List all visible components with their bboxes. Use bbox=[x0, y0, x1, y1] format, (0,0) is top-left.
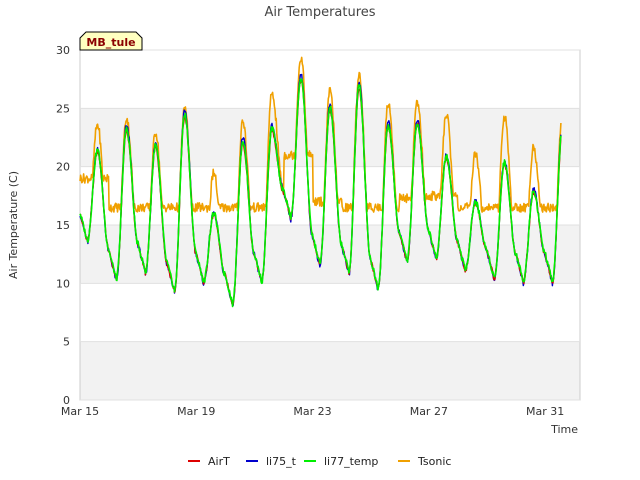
y-tick-label: 30 bbox=[56, 44, 70, 57]
legend-label: AirT bbox=[208, 455, 230, 468]
y-tick-label: 10 bbox=[56, 277, 70, 290]
chart-title: Air Temperatures bbox=[264, 5, 375, 20]
legend-label: li75_t bbox=[266, 455, 297, 468]
x-tick-label: Mar 15 bbox=[61, 405, 99, 418]
y-tick-label: 25 bbox=[56, 102, 70, 115]
legend-label: Tsonic bbox=[417, 455, 451, 468]
grid-band bbox=[80, 225, 580, 284]
grid-band bbox=[80, 341, 580, 400]
plot-background-bands bbox=[80, 50, 580, 400]
y-tick-label: 15 bbox=[56, 219, 70, 232]
site-badge: MB_tule bbox=[79, 31, 143, 51]
grid-band bbox=[80, 50, 580, 109]
x-tick-label: Mar 23 bbox=[293, 405, 331, 418]
site-badge-label: MB_tule bbox=[86, 36, 135, 49]
li77-temp-line bbox=[79, 78, 562, 308]
series-lines bbox=[79, 56, 562, 308]
y-tick-label: 0 bbox=[63, 394, 70, 407]
y-axis-title: Air Temperature (C) bbox=[7, 171, 20, 279]
grid-band bbox=[80, 166, 580, 225]
x-axis-title: Time bbox=[550, 423, 578, 436]
site-badge-box bbox=[79, 31, 143, 51]
x-tick-label: Mar 31 bbox=[526, 405, 564, 418]
x-tick-label: Mar 27 bbox=[410, 405, 448, 418]
x-tick-label: Mar 19 bbox=[177, 405, 215, 418]
grid-band bbox=[80, 283, 580, 342]
legend: AirT li75_t li77_temp Tsonic bbox=[188, 455, 451, 468]
y-tick-label: 20 bbox=[56, 161, 70, 174]
x-axis-ticks: Mar 15 Mar 19 Mar 23 Mar 27 Mar 31 bbox=[61, 405, 564, 418]
y-tick-label: 5 bbox=[63, 336, 70, 349]
grid-band bbox=[80, 108, 580, 167]
legend-label: li77_temp bbox=[324, 455, 378, 468]
